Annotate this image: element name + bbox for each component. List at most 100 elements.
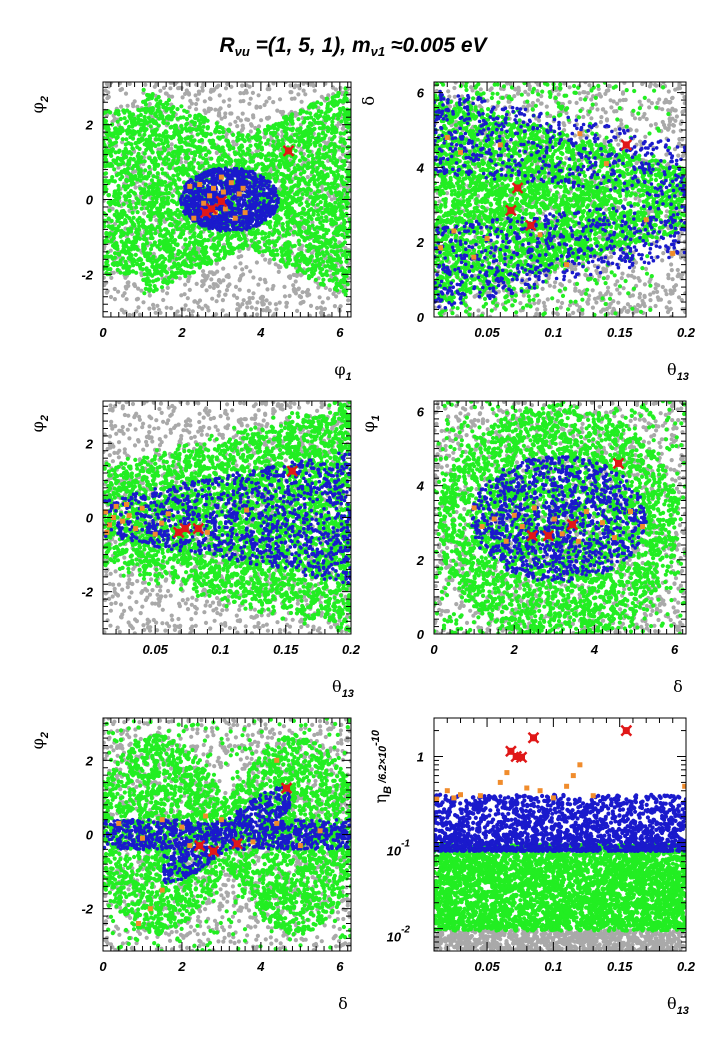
gray-region-point xyxy=(255,312,260,317)
green-region-point xyxy=(332,257,337,262)
green-region-point xyxy=(164,187,169,192)
green-region-point xyxy=(156,213,161,218)
green-region-point xyxy=(124,128,129,133)
green-region-point xyxy=(306,215,311,220)
gray-region-point xyxy=(213,107,218,112)
green-region-point xyxy=(318,143,323,148)
green-region-point xyxy=(193,153,198,158)
green-region-point xyxy=(226,143,231,149)
green-region-point xyxy=(274,218,279,223)
gray-region-point xyxy=(263,257,268,262)
green-region-point xyxy=(333,94,338,99)
green-region-point xyxy=(324,166,329,171)
green-region-point xyxy=(298,171,303,177)
green-region-point xyxy=(305,144,310,149)
green-region-point xyxy=(330,99,335,104)
green-region-point xyxy=(333,200,338,205)
gray-region-point xyxy=(203,303,208,308)
green-region-point xyxy=(348,188,351,193)
green-region-point xyxy=(193,262,198,267)
green-region-point xyxy=(130,243,135,248)
green-region-point xyxy=(293,263,298,268)
green-region-point xyxy=(160,265,165,270)
green-region-point xyxy=(136,156,141,162)
green-region-point xyxy=(177,220,182,225)
green-region-point xyxy=(153,112,158,117)
gray-region-point xyxy=(338,304,343,309)
green-region-point xyxy=(154,137,159,142)
green-region-point xyxy=(116,131,121,136)
green-region-point xyxy=(320,170,325,175)
green-region-point xyxy=(251,244,256,249)
green-region-point xyxy=(164,240,169,245)
green-region-point xyxy=(332,145,337,150)
green-region-point xyxy=(328,237,333,243)
green-region-point xyxy=(192,231,197,236)
green-region-point xyxy=(198,146,203,151)
gray-region-point xyxy=(271,100,276,105)
green-region-point xyxy=(189,257,195,262)
green-region-point xyxy=(303,116,308,121)
green-region-point xyxy=(268,175,273,180)
gray-region-point xyxy=(112,297,117,302)
gray-region-point xyxy=(267,87,272,92)
green-region-point xyxy=(316,257,321,262)
green-region-point xyxy=(308,111,313,116)
green-region-point xyxy=(164,191,169,196)
green-region-point xyxy=(298,108,303,113)
green-region-point xyxy=(225,236,230,241)
green-region-point xyxy=(125,231,130,236)
green-region-point xyxy=(316,212,321,217)
green-region-point xyxy=(347,217,351,222)
green-region-point xyxy=(254,136,259,141)
gray-region-point xyxy=(327,287,333,292)
gray-region-point xyxy=(228,122,233,127)
green-region-point xyxy=(302,236,307,241)
green-region-point xyxy=(240,136,245,141)
gray-region-point xyxy=(332,304,337,309)
gray-region-point xyxy=(184,82,189,85)
green-region-point xyxy=(337,145,342,150)
gray-region-point xyxy=(168,86,173,91)
green-region-point xyxy=(310,223,315,228)
green-region-point xyxy=(343,292,348,297)
green-region-point xyxy=(298,126,303,131)
gray-region-point xyxy=(176,86,181,91)
green-region-point xyxy=(149,178,154,183)
green-region-point xyxy=(335,112,340,118)
gray-region-point xyxy=(317,295,322,300)
green-region-point xyxy=(150,236,155,241)
green-region-point xyxy=(130,210,135,215)
gray-region-point xyxy=(183,282,188,287)
gray-region-point xyxy=(262,102,267,108)
green-region-point xyxy=(280,137,285,143)
green-region-point xyxy=(113,140,119,145)
gray-region-point xyxy=(104,280,109,285)
green-region-point xyxy=(276,162,282,168)
gray-region-point xyxy=(298,301,303,306)
green-region-point xyxy=(165,121,170,126)
green-region-point xyxy=(279,257,285,262)
gray-region-point xyxy=(161,297,166,303)
green-region-point xyxy=(178,270,183,275)
green-region-point xyxy=(196,112,202,117)
green-region-point xyxy=(188,250,193,256)
green-region-point xyxy=(312,140,317,145)
green-region-point xyxy=(132,223,137,228)
green-region-point xyxy=(161,214,166,219)
green-region-point xyxy=(325,245,330,250)
green-region-point xyxy=(144,241,149,246)
green-region-point xyxy=(325,103,330,109)
green-region-point xyxy=(118,177,123,182)
green-region-point xyxy=(329,190,334,196)
green-region-point xyxy=(335,116,341,121)
gray-region-point xyxy=(239,273,244,278)
green-region-point xyxy=(142,291,147,296)
green-region-point xyxy=(183,155,188,161)
green-region-point xyxy=(198,230,203,235)
green-region-point xyxy=(295,163,300,168)
gray-region-point xyxy=(223,111,228,116)
green-region-point xyxy=(336,172,341,177)
green-region-point xyxy=(103,224,107,229)
green-region-point xyxy=(226,249,231,254)
